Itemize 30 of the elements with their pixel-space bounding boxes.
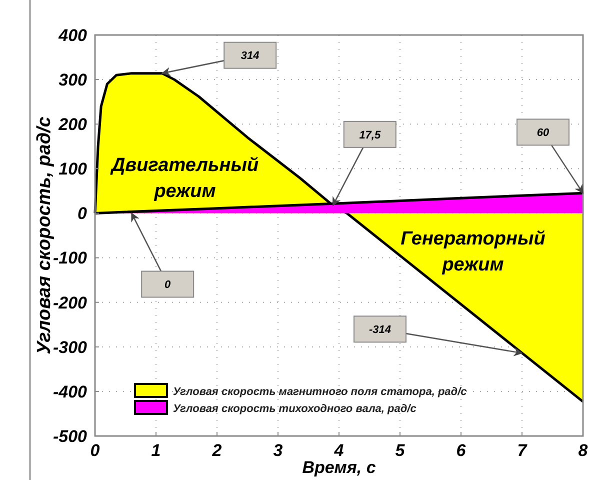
y-tick-label: 100 bbox=[58, 160, 88, 179]
y-tick-label: 300 bbox=[58, 70, 88, 90]
annotation: Генераторный режим bbox=[400, 228, 546, 276]
x-tick-label: 8 bbox=[578, 441, 588, 460]
annotation: Двигательный режим bbox=[109, 154, 259, 202]
x-axis-title: Время, с bbox=[302, 458, 376, 477]
x-tick-label: 3 bbox=[273, 441, 284, 460]
x-tick-label: 2 bbox=[211, 441, 222, 460]
y-tick-label: -200 bbox=[52, 293, 88, 312]
x-tick-label: 4 bbox=[333, 441, 344, 460]
y-tick-label: -500 bbox=[52, 426, 88, 446]
y-tick-label: 200 bbox=[58, 115, 88, 134]
annotation: 0 bbox=[164, 279, 172, 292]
x-tick-label: 1 bbox=[151, 441, 161, 460]
legend-label: Угловая скорость магнитного поля статора, рад/с bbox=[173, 386, 467, 398]
y-tick-label: 0 bbox=[78, 204, 88, 224]
x-tick-label: 0 bbox=[90, 441, 100, 460]
annotation: 60 bbox=[536, 127, 550, 140]
y-axis-title: Угловая скорость, рад/с bbox=[34, 116, 55, 354]
annotation: -314 bbox=[368, 324, 392, 336]
x-tick-label: 5 bbox=[395, 441, 406, 460]
y-tick-label: -100 bbox=[52, 248, 88, 268]
annotation: 314 bbox=[240, 50, 260, 62]
y-tick-label: -400 bbox=[52, 382, 88, 402]
legend-label: Угловая скорость тихоходного вала, рад/с bbox=[173, 402, 416, 415]
y-tick-label: -300 bbox=[52, 338, 88, 357]
x-tick-label: 6 bbox=[456, 441, 466, 460]
x-tick-label: 7 bbox=[517, 441, 528, 460]
annotation: 17,5 bbox=[359, 129, 382, 142]
y-tick-label: 400 bbox=[58, 26, 88, 45]
